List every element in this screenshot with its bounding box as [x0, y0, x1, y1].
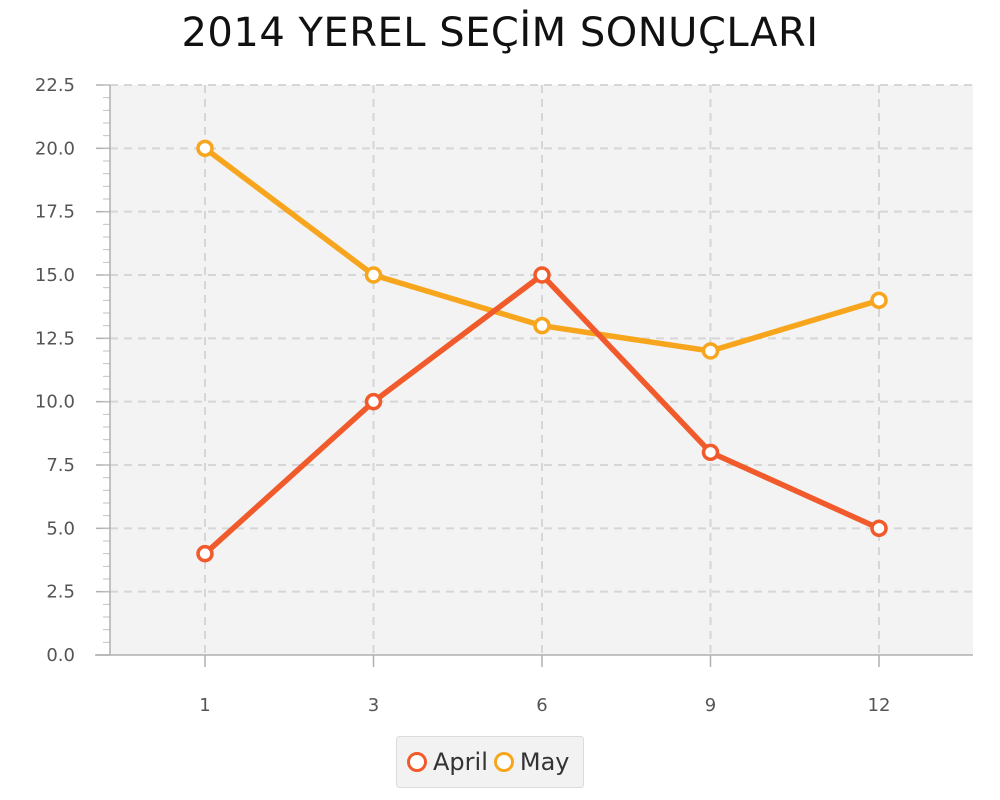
y-tick-label: 22.5 [35, 75, 75, 96]
y-tick-label: 5.0 [46, 518, 75, 539]
x-tick-label: 6 [536, 695, 547, 716]
data-point-april[interactable] [196, 544, 214, 563]
data-point-april[interactable] [870, 519, 888, 538]
legend-marker-icon [493, 752, 514, 772]
y-tick-label: 2.5 [46, 582, 75, 603]
x-tick-label: 9 [705, 695, 716, 716]
y-tick-label: 15.0 [35, 265, 75, 286]
x-tick-label: 3 [368, 695, 379, 716]
data-point-may[interactable] [870, 291, 888, 310]
grid-lines [110, 84, 973, 655]
x-tick-label: 12 [868, 695, 891, 716]
y-tick-label: 7.5 [46, 455, 75, 476]
legend: April May [396, 736, 585, 788]
data-point-may[interactable] [533, 316, 551, 335]
series-points [196, 139, 888, 563]
data-point-april[interactable] [701, 443, 720, 462]
y-tick-label: 17.5 [35, 202, 75, 223]
legend-item-april[interactable]: April [407, 748, 488, 776]
y-tick-label: 10.0 [35, 392, 75, 413]
legend-marker-icon [407, 752, 427, 772]
axes: 0.0 2.5 5.0 7.5 10.0 12.5 15.0 17.5 20.0 22.5 1 3 6 9… [35, 75, 973, 716]
legend-label: April [433, 748, 488, 776]
chart-title: 2014 YEREL SEÇİM SONUÇLARI [181, 10, 819, 56]
legend-item-may[interactable]: May [493, 748, 570, 776]
data-point-april[interactable] [364, 392, 383, 411]
legend-label: May [519, 748, 570, 776]
data-point-may[interactable] [364, 266, 383, 284]
y-tick-label: 12.5 [35, 328, 75, 349]
y-tick-label: 0.0 [46, 645, 75, 666]
data-point-may[interactable] [701, 342, 720, 360]
x-tick-label: 1 [199, 695, 210, 716]
y-tick-label: 20.0 [35, 138, 75, 159]
data-point-may[interactable] [196, 139, 214, 158]
data-point-april[interactable] [533, 266, 551, 284]
